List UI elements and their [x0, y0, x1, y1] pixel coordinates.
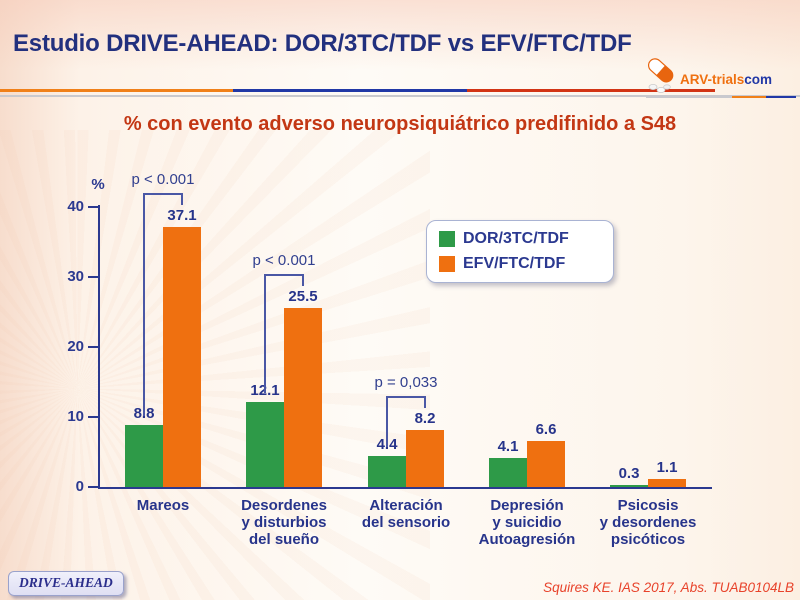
p-value-label: p < 0.001: [131, 171, 195, 188]
divider-red-segment: [467, 89, 715, 92]
legend-swatch-orange: [439, 256, 455, 272]
logo-underline-blue: [766, 96, 796, 98]
p-bracket-top: [264, 274, 304, 276]
drive-ahead-badge: DRIVE-AHEAD: [8, 571, 124, 596]
logo-text-suffix: com: [744, 72, 773, 87]
y-tick: [88, 346, 98, 348]
x-axis-line: [98, 487, 712, 489]
category-label-line: Alteración: [369, 497, 443, 514]
p-bracket-left: [143, 193, 145, 416]
y-tick-label: 0: [75, 478, 84, 495]
y-tick: [88, 276, 98, 278]
bar-value-efv: 1.1: [656, 459, 678, 476]
bar-dor: [246, 402, 284, 487]
bar-value-efv: 8.2: [414, 410, 436, 427]
bar-dor: [125, 425, 163, 487]
chart-legend: DOR/3TC/TDF EFV/FTC/TDF: [426, 220, 614, 283]
citation-reference: Squires KE. IAS 2017, Abs. TUAB0104LB: [543, 580, 794, 595]
category-label-line: y desordenes: [599, 514, 697, 531]
y-axis-line: [98, 205, 100, 489]
bar-dor: [489, 458, 527, 487]
category-label: Desordenes y disturbios del sueño: [209, 497, 359, 548]
bar-value-dor: 0.3: [618, 465, 640, 482]
bar-dor: [368, 456, 406, 487]
y-tick-label: 10: [67, 408, 84, 425]
legend-row-dor: DOR/3TC/TDF: [439, 230, 601, 248]
logo-text: ARV-trialscom: [680, 72, 772, 87]
category-label-line: Desordenes: [241, 497, 327, 514]
category-label-line: psicóticos: [610, 531, 686, 548]
p-bracket-top: [386, 396, 426, 398]
y-tick: [88, 206, 98, 208]
y-tick-label: 20: [67, 338, 84, 355]
p-value-label: p = 0,033: [374, 374, 438, 391]
bar-value-dor: 4.1: [497, 438, 519, 455]
p-bracket-right: [302, 274, 304, 286]
bar-efv: [284, 308, 322, 487]
chart-title: % con evento adverso neuropsiquiátrico p…: [123, 113, 677, 135]
bar-value-efv: 6.6: [535, 421, 557, 438]
bar-efv: [648, 479, 686, 487]
bar-value-efv: 37.1: [167, 207, 197, 224]
divider-orange-segment: [0, 89, 233, 92]
category-label-line: del sensorio: [361, 514, 451, 531]
logo-text-main: ARV-trials: [680, 72, 745, 87]
logo-underline-gray: [646, 96, 796, 98]
category-label-line: Depresión: [490, 497, 564, 514]
bar-dor: [610, 485, 648, 487]
p-bracket-top: [143, 193, 183, 195]
category-label-line: Mareos: [136, 497, 190, 514]
category-label: Psicosis y desordenes psicóticos: [573, 497, 723, 548]
p-bracket-right: [181, 193, 183, 205]
legend-row-efv: EFV/FTC/TDF: [439, 255, 601, 273]
slide-title: Estudio DRIVE-AHEAD: DOR/3TC/TDF vs EFV/…: [13, 30, 632, 57]
y-tick: [88, 486, 98, 488]
category-label-line: y suicidio: [492, 514, 562, 531]
p-bracket-right: [424, 396, 426, 408]
divider-gray-line: [0, 95, 800, 97]
y-axis-title: %: [91, 176, 105, 193]
category-label-line: Psicosis: [617, 497, 679, 514]
p-bracket-left: [386, 396, 388, 447]
arv-trials-logo[interactable]: ARV-trialscom: [646, 56, 796, 100]
category-label-line: y disturbios: [241, 514, 327, 531]
pill-icon: [647, 58, 674, 94]
y-tick-label: 40: [67, 198, 84, 215]
category-label-line: Autoagresión: [478, 531, 576, 548]
category-label: Alteración del sensorio: [331, 497, 481, 531]
y-tick-label: 30: [67, 268, 84, 285]
divider-blue-segment: [233, 89, 467, 92]
p-value-label: p < 0.001: [252, 252, 316, 269]
bar-efv: [406, 430, 444, 487]
bar-efv: [527, 441, 565, 487]
logo-underline-orange: [732, 96, 766, 98]
bar-efv: [163, 227, 201, 487]
p-bracket-left: [264, 274, 266, 393]
category-label: Depresión y suicidio Autoagresión: [452, 497, 602, 548]
bar-value-efv: 25.5: [288, 288, 318, 305]
category-label: Mareos: [88, 497, 238, 514]
y-tick: [88, 416, 98, 418]
legend-label-dor: DOR/3TC/TDF: [463, 230, 569, 247]
category-label-line: del sueño: [248, 531, 319, 548]
legend-label-efv: EFV/FTC/TDF: [463, 255, 566, 272]
legend-swatch-green: [439, 231, 455, 247]
